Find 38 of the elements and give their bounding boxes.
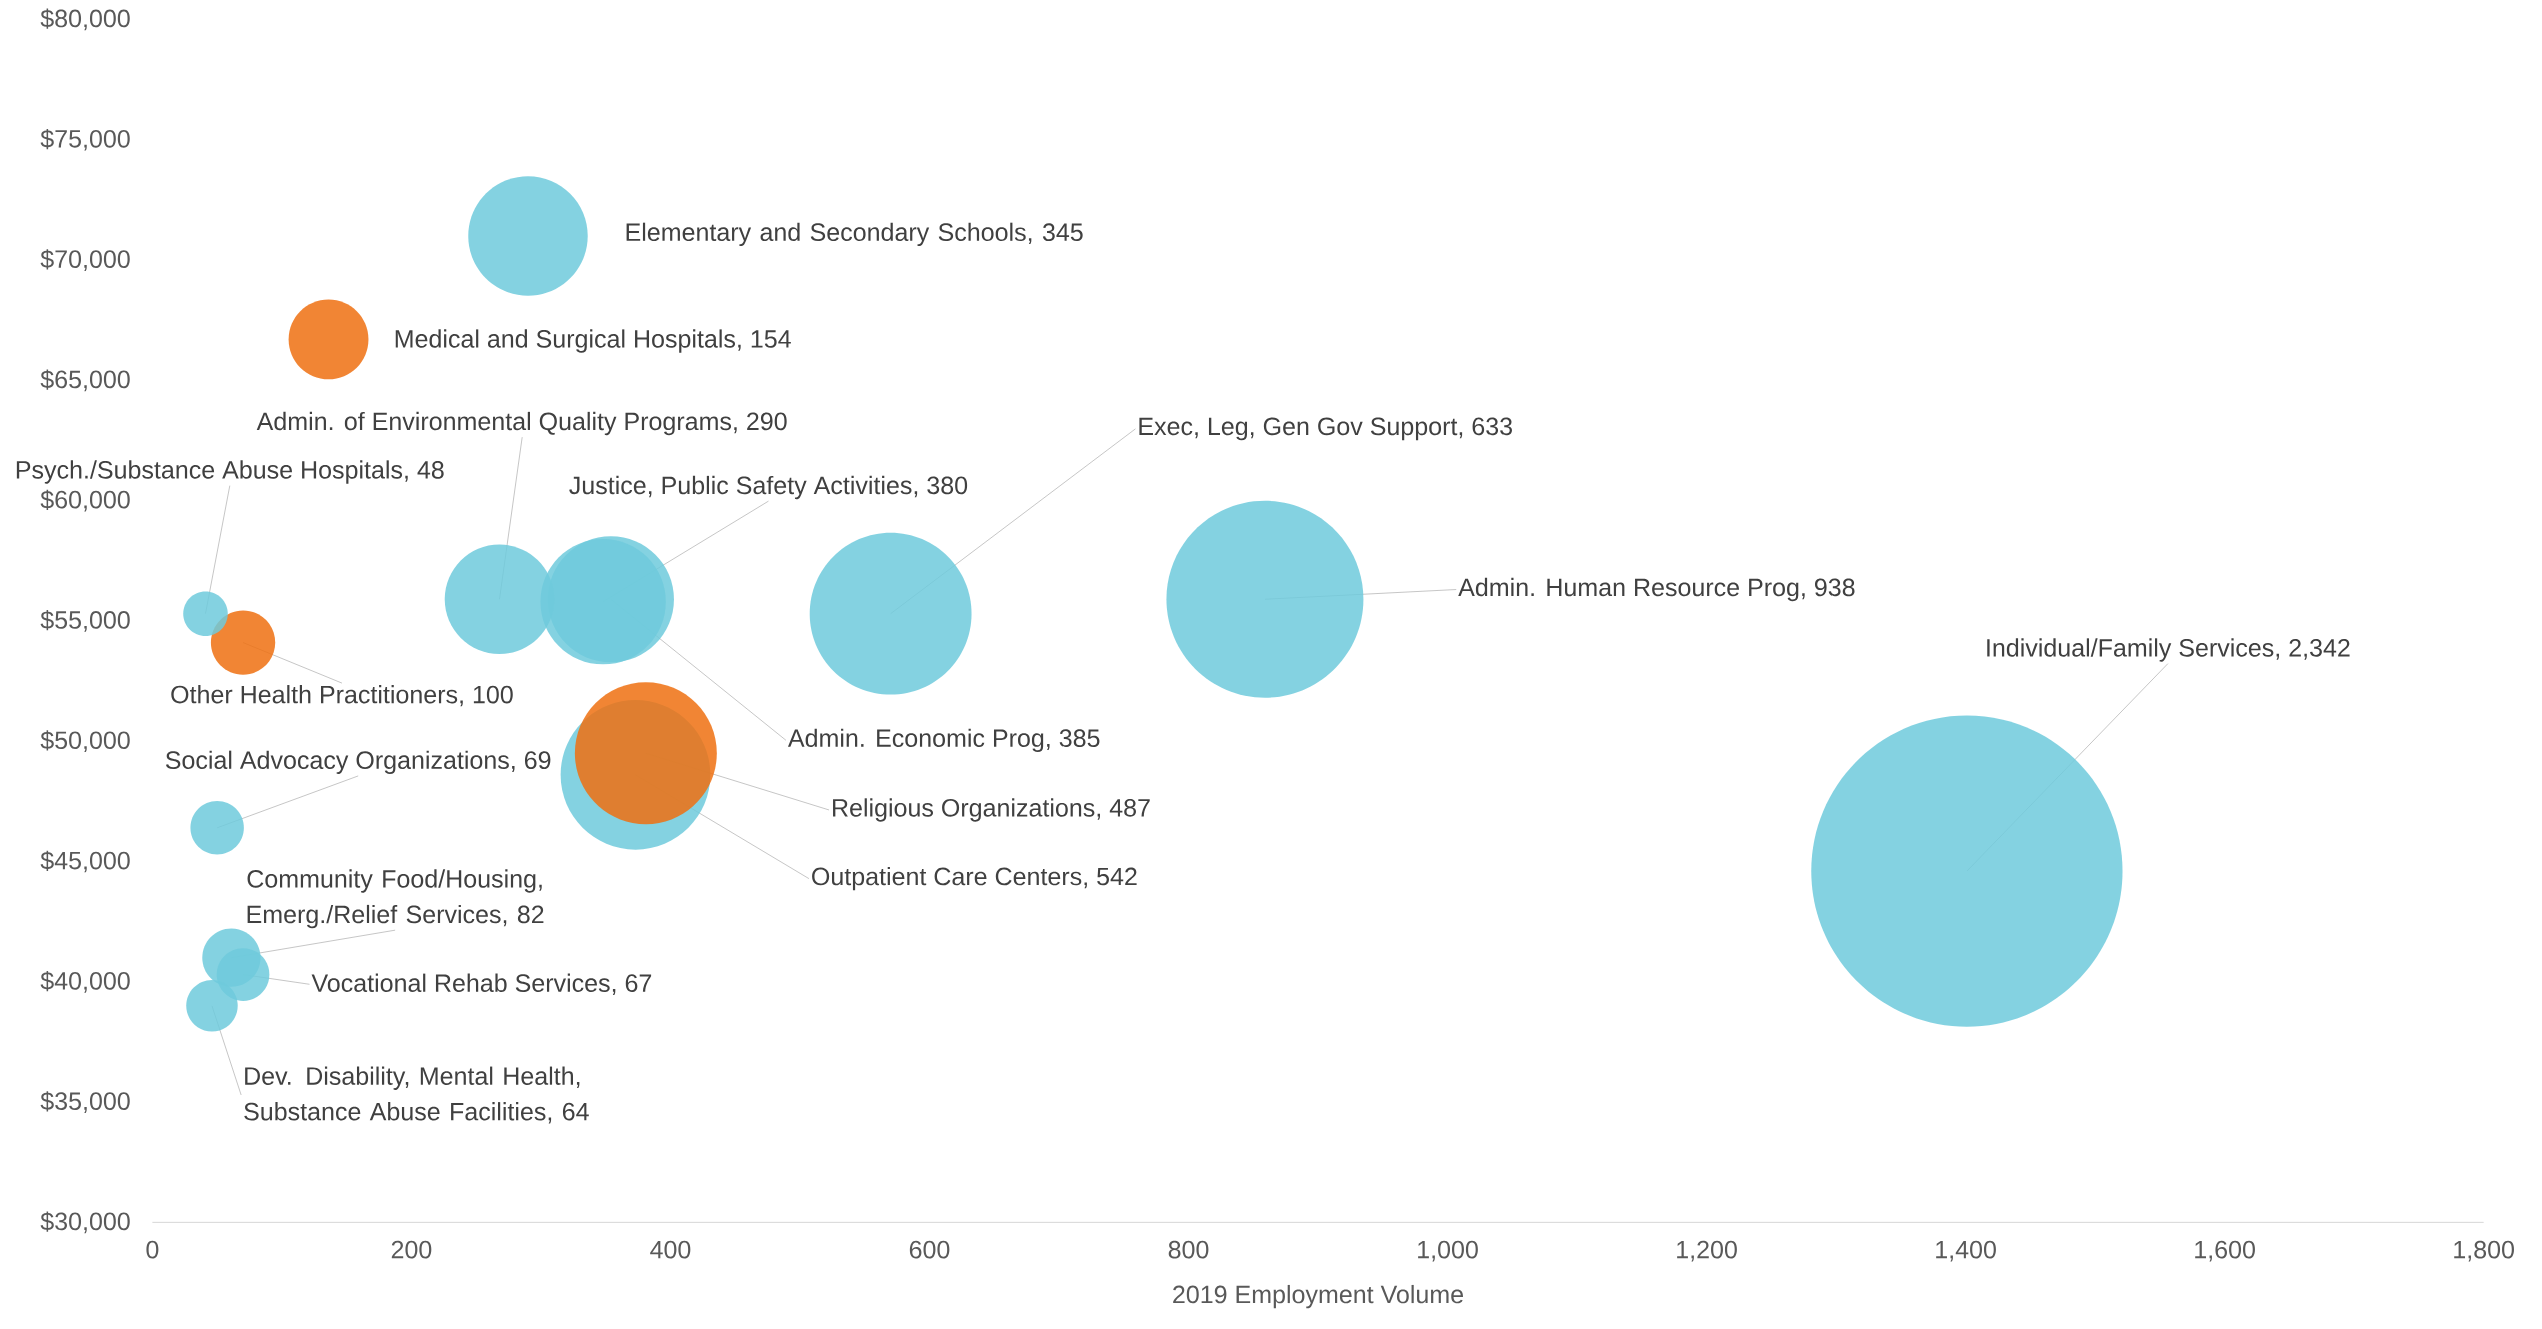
y-tick-label: $45,000 [40,850,130,873]
x-tick-label: 400 [650,1240,691,1259]
y-tick-label: $30,000 [40,1211,130,1234]
y-tick-label: $60,000 [40,489,130,512]
data-label: Exec, Leg, Gen Gov Support, 633 [1139,417,1512,441]
data-label: Elementary and Secondary Schools, 345 [626,222,1083,246]
data-label: Community Food/Housing, Emerg./Relief Services, 82 [247,869,544,929]
y-tick-label: $65,000 [40,369,130,391]
x-tick-label: 1,400 [1936,1240,1996,1262]
x-tick-label: 200 [391,1240,432,1259]
data-label: Admin. Economic Prog, 385 [787,728,1100,752]
data-label: Individual/Family Services, 2,342 [1987,638,2350,662]
y-tick-label: $40,000 [40,970,130,993]
y-tick-label: $55,000 [40,609,130,632]
y-tick-label: $70,000 [40,249,130,271]
data-label: Outpatient Care Centers, 542 [812,866,1137,891]
data-label: Medical and Surgical Hospitals, 154 [395,329,791,353]
x-tick-label: 1,800 [2454,1240,2514,1262]
data-label: Social Advocacy Organizations, 69 [165,750,551,774]
x-tick-label: 0 [146,1240,159,1259]
y-tick-label: $75,000 [40,128,130,151]
x-tick-label: 1,000 [1418,1240,1478,1262]
y-tick-label: $35,000 [40,1091,130,1113]
data-label: Dev. Disability, Mental Health, Substance Abuse Facilities, 64 [244,1066,589,1124]
x-tick-label: 1,200 [1677,1240,1737,1262]
data-label: Psych./Substance Abuse Hospitals, 48 [16,460,444,484]
data-label: Admin. Human Resource Prog, 938 [1458,577,1855,602]
data-label: Religious Organizations, 487 [833,798,1150,822]
y-tick-label: $80,000 [40,8,130,31]
x-tick-label: 1,600 [2195,1240,2255,1262]
data-label: Justice, Public Safety Activities, 380 [569,475,968,500]
y-tick-label: $50,000 [40,730,130,752]
x-axis-title: 2019 Employment Volume [1173,1284,1463,1309]
x-tick-label: 600 [909,1240,950,1259]
data-label: Vocational Rehab Services, 67 [311,973,652,995]
data-label: Admin. of Environmental Quality Programs, 290 [256,411,787,436]
data-label: Other Health Practitioners, 100 [171,684,513,707]
x-tick-label: 800 [1168,1240,1209,1259]
